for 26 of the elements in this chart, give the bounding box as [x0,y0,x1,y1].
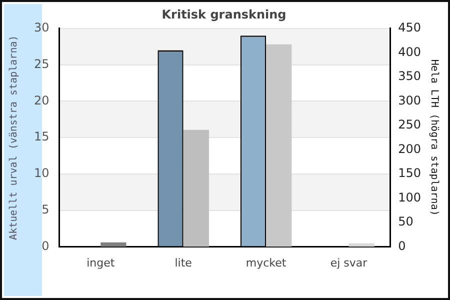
chart-title: Kritisk granskning [162,7,286,22]
y2-tick-label: 450 [398,20,421,35]
y-tick-label: 15 [34,130,50,144]
x-tick-label: inget [86,256,116,270]
x-tick-label: lite [174,256,192,270]
y2-tick-label: 0 [398,238,406,253]
y-tick-label: 20 [34,93,50,108]
y2-tick-label: 200 [398,142,421,156]
x-tick-label: ej svar [330,256,368,270]
y2-tick-label: 250 [398,118,421,132]
y-tick-label: 0 [42,238,50,253]
y-tick-label: 5 [42,202,50,217]
y-axis-title: Aktuellt urval (vänstra staplarna) [8,35,20,240]
y2-tick-label: 350 [398,69,421,84]
y2-tick-label: 400 [398,44,421,59]
y2-tick-label: 150 [398,166,421,180]
y2-tick-label: 50 [398,214,414,229]
y-tick-label: 30 [34,20,50,35]
y2-tick-label: 300 [398,93,421,108]
x-tick-label: mycket [246,256,287,270]
y-tick-label: 10 [34,166,50,180]
bar [348,243,374,247]
y2-axis-title: Hela LTH (högra staplarna) [428,59,440,216]
y-tick-label: 25 [34,56,50,71]
bar [100,242,126,247]
y2-tick-label: 100 [398,190,421,204]
